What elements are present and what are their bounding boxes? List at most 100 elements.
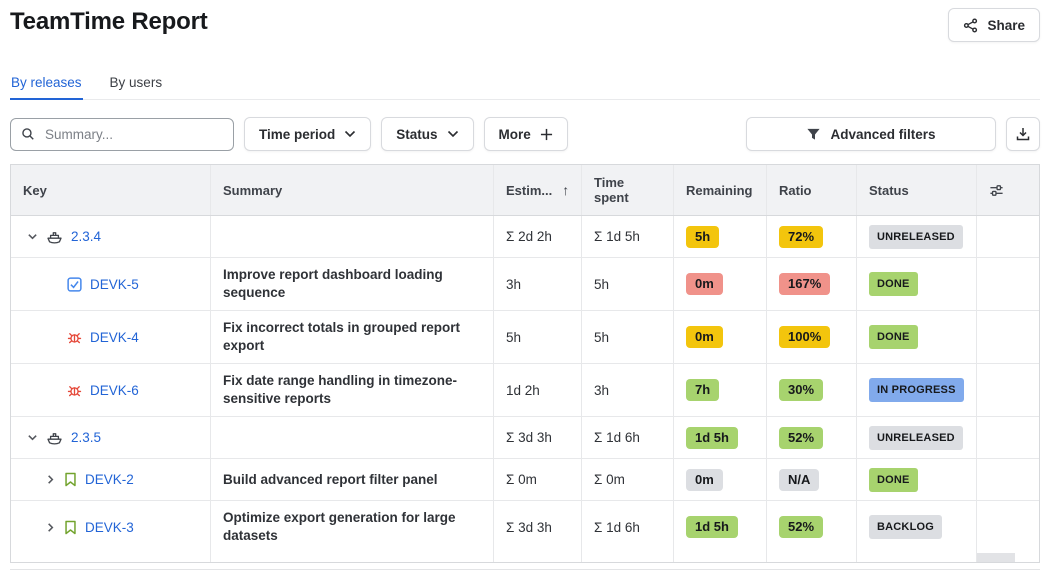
table-header-row: Key Summary Estim... ↑ Time spent Remain… <box>11 165 1039 216</box>
remaining-cell: 0m <box>674 459 767 500</box>
ratio-cell: 52% <box>767 417 857 458</box>
table-row[interactable]: 2.3.4 Σ 2d 2h Σ 1d 5h 5h 72% UNRELEASED <box>11 216 1039 258</box>
expand-chevron-icon[interactable] <box>45 522 56 533</box>
remaining-cell: 7h <box>674 364 767 416</box>
issue-key-link[interactable]: DEVK-5 <box>90 276 139 292</box>
estimated-cell: 1d 2h <box>494 364 582 416</box>
ratio-cell: 72% <box>767 216 857 257</box>
status-filter-label: Status <box>396 126 438 142</box>
remaining-cell: 0m <box>674 258 767 310</box>
status-badge: DONE <box>869 467 918 492</box>
remaining-cell: 1d 5h <box>674 417 767 458</box>
col-header-status[interactable]: Status <box>857 165 977 215</box>
summary-cell: Build advanced report filter panel <box>211 459 494 500</box>
value-badge: 72% <box>779 225 824 248</box>
issue-key-link[interactable]: DEVK-3 <box>85 519 134 535</box>
col-header-time-spent[interactable]: Time spent <box>582 165 674 215</box>
row-actions-cell <box>977 501 1015 553</box>
search-box[interactable] <box>10 117 234 151</box>
remaining-cell: 0m <box>674 311 767 363</box>
table-row[interactable]: DEVK-3 Optimize export generation for lar… <box>11 501 1039 553</box>
row-actions-cell <box>977 417 1015 458</box>
more-filters-label: More <box>498 126 531 142</box>
export-download-button[interactable] <box>1006 117 1040 151</box>
table-row[interactable]: DEVK-4 Fix incorrect totals in grouped re… <box>11 311 1039 364</box>
download-icon <box>1015 126 1031 142</box>
summary-cell <box>211 216 494 257</box>
col-header-estimated[interactable]: Estim... ↑ <box>494 165 582 215</box>
status-badge: BACKLOG <box>869 515 943 539</box>
status-cell: DONE <box>857 258 977 310</box>
value-badge: 7h <box>686 379 720 401</box>
filter-bar: Time period Status More Advanced filters <box>10 117 1040 151</box>
more-filters-button[interactable]: More <box>483 117 568 151</box>
advanced-filters-label: Advanced filters <box>830 126 936 142</box>
share-button[interactable]: Share <box>948 8 1040 42</box>
search-input[interactable] <box>43 125 223 143</box>
value-badge: 30% <box>779 379 824 401</box>
story-icon <box>64 520 77 535</box>
issue-key-link[interactable]: DEVK-6 <box>90 382 139 398</box>
column-settings-button[interactable] <box>977 165 1015 215</box>
time-period-filter-button[interactable]: Time period <box>244 117 372 151</box>
tabs: By releases By users <box>10 75 1040 100</box>
search-icon <box>21 127 35 141</box>
tab-by-users[interactable]: By users <box>109 75 163 90</box>
summary-cell: Fix incorrect totals in grouped report e… <box>211 311 494 363</box>
status-cell: UNRELEASED <box>857 216 977 257</box>
bug-icon <box>67 330 82 345</box>
value-badge: 1d 5h <box>686 426 738 449</box>
estimated-cell: 3h <box>494 258 582 310</box>
issue-key-link[interactable]: DEVK-2 <box>85 472 134 487</box>
row-actions-cell <box>977 459 1015 500</box>
tab-by-releases[interactable]: By releases <box>10 75 83 100</box>
sort-asc-icon[interactable]: ↑ <box>562 182 570 198</box>
status-badge: UNRELEASED <box>869 224 963 249</box>
row-actions-cell <box>977 311 1015 363</box>
value-badge: N/A <box>779 468 820 491</box>
story-icon <box>64 472 77 487</box>
value-badge: 1d 5h <box>686 516 738 538</box>
remaining-cell: 1d 5h <box>674 501 767 553</box>
col-header-summary[interactable]: Summary <box>211 165 494 215</box>
col-header-ratio[interactable]: Ratio <box>767 165 857 215</box>
col-header-estimated-label: Estim... <box>506 182 553 198</box>
status-filter-button[interactable]: Status <box>381 117 474 151</box>
time-spent-cell: 5h <box>582 311 674 363</box>
status-badge: DONE <box>869 325 918 349</box>
ratio-cell: 100% <box>767 311 857 363</box>
summary-cell <box>211 417 494 458</box>
value-badge: 167% <box>779 273 831 295</box>
issue-key-link[interactable]: DEVK-4 <box>90 329 139 345</box>
bug-icon <box>67 383 82 398</box>
status-badge: UNRELEASED <box>869 425 963 450</box>
table-row[interactable]: DEVK-5 Improve report dashboard loading s… <box>11 258 1039 311</box>
row-actions-cell <box>977 364 1015 416</box>
value-badge: 5h <box>686 225 720 248</box>
release-icon <box>46 229 63 245</box>
row-actions-cell <box>977 216 1015 257</box>
time-spent-cell: 3h <box>582 364 674 416</box>
col-header-remaining[interactable]: Remaining <box>674 165 767 215</box>
status-cell: BACKLOG <box>857 501 977 553</box>
table-row[interactable]: DEVK-6 Fix date range handling in timezon… <box>11 364 1039 417</box>
time-spent-cell: 5h <box>582 258 674 310</box>
table-body: 2.3.4 Σ 2d 2h Σ 1d 5h 5h 72% UNRELEASED DEVK-5… <box>11 216 1039 553</box>
expand-chevron-icon[interactable] <box>45 474 56 485</box>
status-badge: DONE <box>869 272 918 296</box>
collapse-chevron-icon[interactable] <box>27 231 38 242</box>
issue-key-link[interactable]: 2.3.5 <box>71 430 102 445</box>
advanced-filters-button[interactable]: Advanced filters <box>746 117 996 151</box>
col-header-key[interactable]: Key <box>11 165 211 215</box>
issue-key-link[interactable]: 2.3.4 <box>71 229 102 244</box>
collapse-chevron-icon[interactable] <box>27 432 38 443</box>
value-badge: 100% <box>779 326 831 348</box>
value-badge: 52% <box>779 426 824 449</box>
table-row-partial <box>11 553 1039 562</box>
status-cell: DONE <box>857 459 977 500</box>
table-row[interactable]: DEVK-2 Build advanced report filter panel… <box>11 459 1039 501</box>
table-row[interactable]: 2.3.5 Σ 3d 3h Σ 1d 6h 1d 5h 52% UNRELEASED <box>11 417 1039 459</box>
scrollbar-thumb[interactable] <box>977 553 1015 562</box>
ratio-cell: 30% <box>767 364 857 416</box>
